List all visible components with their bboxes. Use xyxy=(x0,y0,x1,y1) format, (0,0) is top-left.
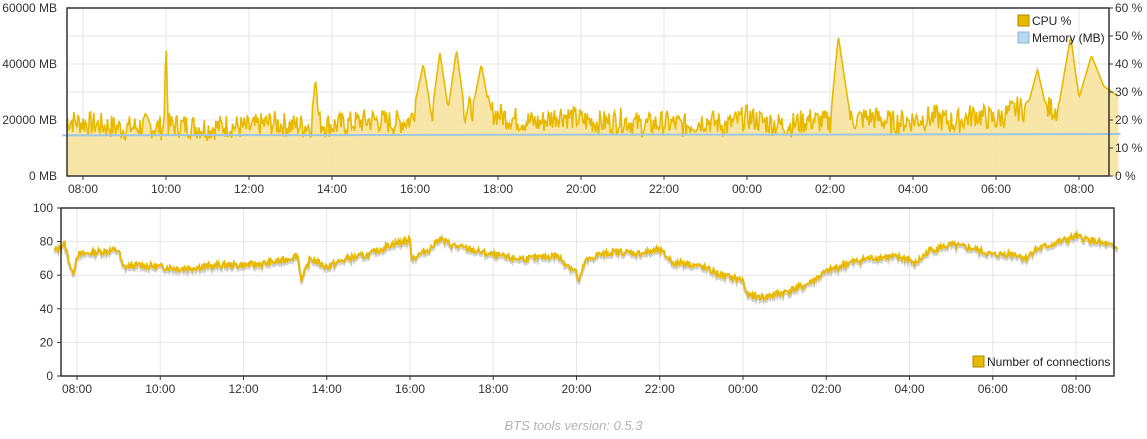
top-x-tick-label: 14:00 xyxy=(317,182,347,196)
top-right-tick-label: 0 % xyxy=(1115,169,1136,183)
top-x-tick-label: 02:00 xyxy=(815,182,845,196)
connections-series xyxy=(53,229,1119,306)
legend-swatch-memory xyxy=(1017,31,1030,44)
connections-x-axis: 08:00 10:00 12:00 14:00 16:00 18:00 20:00 22:00… xyxy=(62,376,1091,396)
top-x-tick-label: 06:00 xyxy=(981,182,1011,196)
top-x-tick-label: 22:00 xyxy=(649,182,679,196)
top-x-tick-label: 08:00 xyxy=(1064,182,1094,196)
cpu-memory-right-axis: 0 % 10 % 20 % 30 % 40 % 50 % 60 % xyxy=(1109,1,1143,183)
top-x-tick-label: 00:00 xyxy=(732,182,762,196)
version-footer: BTS tools version: 0.5.3 xyxy=(504,418,643,433)
top-x-tick-label: 08:00 xyxy=(68,182,98,196)
legend-label-memory: Memory (MB) xyxy=(1032,31,1105,45)
bottom-x-tick-label: 08:00 xyxy=(62,382,92,396)
top-x-tick-label: 18:00 xyxy=(483,182,513,196)
top-x-tick-label: 20:00 xyxy=(566,182,596,196)
bottom-y-tick-label: 40 xyxy=(40,302,54,316)
top-x-tick-label: 12:00 xyxy=(234,182,264,196)
top-x-tick-label: 04:00 xyxy=(898,182,928,196)
top-right-tick-label: 50 % xyxy=(1115,29,1143,43)
cpu-memory-series xyxy=(62,37,1121,177)
bottom-x-tick-label: 10:00 xyxy=(145,382,175,396)
top-right-tick-label: 60 % xyxy=(1115,1,1143,15)
bottom-x-tick-label: 18:00 xyxy=(478,382,508,396)
legend-label-cpu: CPU % xyxy=(1032,14,1072,28)
memory-line xyxy=(62,133,1121,137)
top-right-tick-label: 20 % xyxy=(1115,113,1143,127)
bottom-x-tick-label: 16:00 xyxy=(395,382,425,396)
top-left-tick-label: 20000 MB xyxy=(2,113,57,127)
cpu-memory-legend: CPU % Memory (MB) xyxy=(1017,14,1105,45)
top-right-tick-label: 30 % xyxy=(1115,85,1143,99)
top-left-tick-label: 0 MB xyxy=(29,169,57,183)
bottom-y-tick-label: 100 xyxy=(33,201,53,215)
bottom-y-tick-label: 80 xyxy=(40,235,54,249)
bottom-x-tick-label: 22:00 xyxy=(645,382,675,396)
cpu-memory-x-axis: 08:00 10:00 12:00 14:00 16:00 18:00 20:00 22:00… xyxy=(68,176,1094,196)
bottom-y-tick-label: 60 xyxy=(40,268,54,282)
legend-swatch-cpu xyxy=(1017,14,1030,27)
cpu-line xyxy=(65,37,1119,142)
top-right-tick-label: 10 % xyxy=(1115,141,1143,155)
cpu-memory-chart: 08:00 10:00 12:00 14:00 16:00 18:00 20:00 22:00… xyxy=(2,1,1142,196)
top-right-tick-label: 40 % xyxy=(1115,57,1143,71)
top-x-tick-label: 16:00 xyxy=(400,182,430,196)
bottom-x-tick-label: 06:00 xyxy=(978,382,1008,396)
top-x-tick-label: 10:00 xyxy=(151,182,181,196)
top-left-tick-label: 40000 MB xyxy=(2,57,57,71)
connections-line-shadow xyxy=(53,231,1119,306)
bottom-x-tick-label: 14:00 xyxy=(312,382,342,396)
cpu-area xyxy=(66,37,1119,177)
bottom-x-tick-label: 20:00 xyxy=(561,382,591,396)
bottom-x-tick-label: 04:00 xyxy=(894,382,924,396)
connections-legend: Number of connections xyxy=(972,355,1110,369)
bottom-x-tick-label: 12:00 xyxy=(228,382,258,396)
bottom-y-tick-label: 0 xyxy=(46,369,53,383)
connections-line xyxy=(53,229,1119,303)
bottom-x-tick-label: 02:00 xyxy=(811,382,841,396)
legend-swatch-connections xyxy=(972,355,985,368)
bottom-x-tick-label: 00:00 xyxy=(728,382,758,396)
connections-chart: 08:00 10:00 12:00 14:00 16:00 18:00 20:00 22:00… xyxy=(33,201,1119,396)
legend-label-connections: Number of connections xyxy=(987,355,1110,369)
bottom-y-tick-label: 20 xyxy=(40,335,54,349)
connections-plot-frame xyxy=(60,207,1115,377)
top-left-tick-label: 60000 MB xyxy=(2,1,57,15)
connections-grid xyxy=(61,207,1114,377)
connections-y-axis: 0 20 40 60 80 100 xyxy=(33,201,61,383)
cpu-memory-left-axis: 0 MB 20000 MB 40000 MB 60000 MB xyxy=(2,1,57,183)
bottom-x-tick-label: 08:00 xyxy=(1061,382,1091,396)
